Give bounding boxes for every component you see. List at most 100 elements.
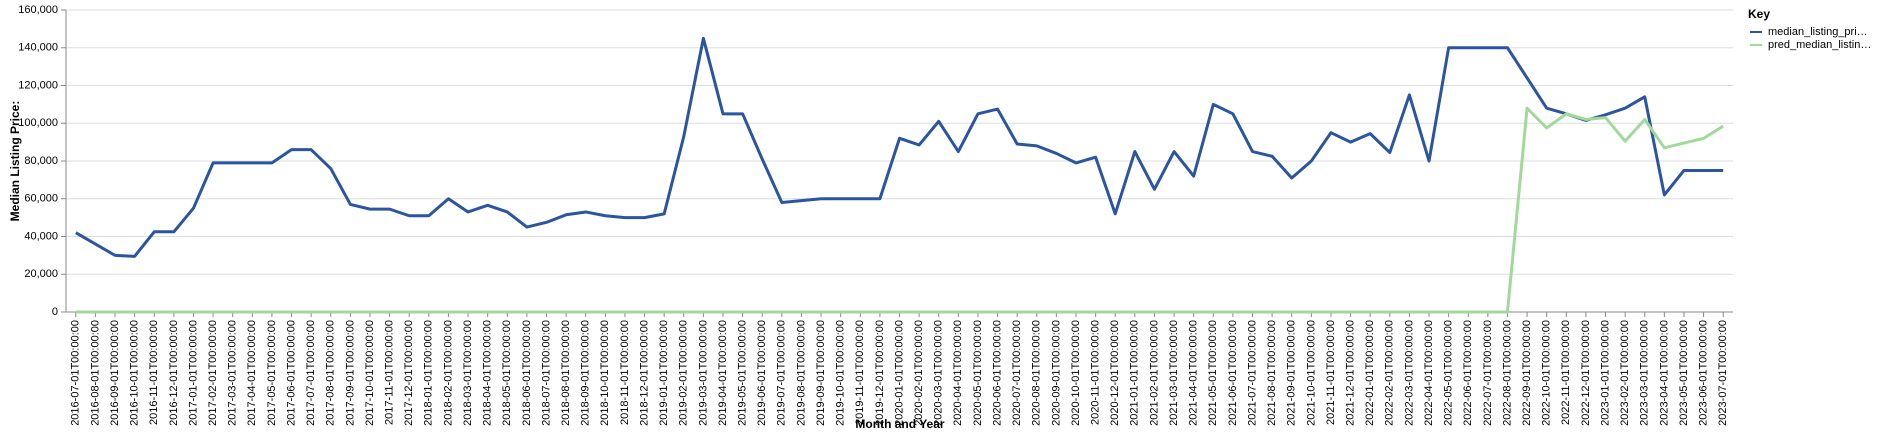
x-tick-label: 2020-02-01T00:00:00 — [913, 320, 925, 426]
x-tick-label: 2022-01-01T00:00:00 — [1364, 320, 1376, 426]
x-tick-label: 2022-10-01T00:00:00 — [1541, 320, 1553, 426]
x-tick-label: 2016-11-01T00:00:00 — [148, 320, 160, 425]
x-tick-label: 2021-03-01T00:00:00 — [1168, 320, 1180, 426]
x-tick-label: 2018-02-01T00:00:00 — [442, 320, 454, 426]
x-tick-label: 2021-12-01T00:00:00 — [1344, 320, 1356, 426]
x-tick-label: 2016-12-01T00:00:00 — [168, 320, 180, 426]
x-tick-label: 2019-12-01T00:00:00 — [874, 320, 886, 426]
x-tick-label: 2017-02-01T00:00:00 — [207, 320, 219, 426]
x-tick-label: 2020-06-01T00:00:00 — [991, 320, 1003, 426]
legend-label: median_listing_pri… — [1768, 26, 1868, 38]
legend-title: Key — [1748, 7, 1770, 21]
x-tick-label: 2020-11-01T00:00:00 — [1090, 320, 1102, 425]
x-tick-label: 2020-05-01T00:00:00 — [972, 320, 984, 426]
series-line — [75, 106, 1724, 314]
x-tick-label: 2018-03-01T00:00:00 — [462, 320, 474, 426]
x-tick-label: 2021-07-01T00:00:00 — [1246, 320, 1258, 426]
x-tick-label: 2016-10-01T00:00:00 — [129, 320, 141, 426]
x-tick-label: 2019-09-01T00:00:00 — [815, 320, 827, 426]
x-tick-label: 2019-08-01T00:00:00 — [795, 320, 807, 426]
x-tick-label: 2022-08-01T00:00:00 — [1501, 320, 1513, 426]
y-tick-label: 140,000 — [18, 42, 58, 54]
y-tick-label: 20,000 — [24, 268, 58, 280]
x-tick-label: 2021-04-01T00:00:00 — [1188, 320, 1200, 426]
x-tick-label: 2019-11-01T00:00:00 — [854, 320, 866, 425]
x-tick-label: 2017-11-01T00:00:00 — [384, 320, 396, 425]
x-tick-label: 2016-08-01T00:00:00 — [89, 320, 101, 426]
x-tick-label: 2019-06-01T00:00:00 — [756, 320, 768, 426]
x-tick-label: 2019-05-01T00:00:00 — [737, 320, 749, 426]
y-tick-label: 0 — [52, 306, 58, 318]
x-tick-label: 2017-03-01T00:00:00 — [227, 320, 239, 426]
x-tick-label: 2017-06-01T00:00:00 — [285, 320, 297, 426]
x-tick-label: 2018-07-01T00:00:00 — [540, 320, 552, 426]
x-tick-label: 2018-09-01T00:00:00 — [580, 320, 592, 426]
x-tick-label: 2019-03-01T00:00:00 — [697, 320, 709, 426]
x-tick-label: 2018-04-01T00:00:00 — [482, 320, 494, 426]
x-tick-label: 2023-04-01T00:00:00 — [1658, 320, 1670, 426]
y-axis-title: Median Listing Price: — [8, 101, 22, 222]
x-tick-label: 2017-01-01T00:00:00 — [187, 320, 199, 426]
x-tick-label: 2020-12-01T00:00:00 — [1109, 320, 1121, 426]
x-tick-label: 2017-08-01T00:00:00 — [325, 320, 337, 426]
x-tick-label: 2023-03-01T00:00:00 — [1639, 320, 1651, 426]
x-tick-label: 2016-09-01T00:00:00 — [109, 320, 121, 426]
x-tick-label: 2022-12-01T00:00:00 — [1580, 320, 1592, 426]
x-tick-label: 2021-11-01T00:00:00 — [1325, 320, 1337, 425]
x-tick-label: 2022-06-01T00:00:00 — [1462, 320, 1474, 426]
x-tick-label: 2021-10-01T00:00:00 — [1305, 320, 1317, 426]
x-tick-label: 2020-03-01T00:00:00 — [933, 320, 945, 426]
x-tick-label: 2021-01-01T00:00:00 — [1129, 320, 1141, 426]
x-tick-label: 2017-07-01T00:00:00 — [305, 320, 317, 426]
x-tick-label: 2021-08-01T00:00:00 — [1266, 320, 1278, 426]
x-tick-label: 2020-10-01T00:00:00 — [1070, 320, 1082, 426]
x-tick-label: 2019-04-01T00:00:00 — [717, 320, 729, 426]
x-tick-label: 2021-06-01T00:00:00 — [1227, 320, 1239, 426]
x-tick-label: 2017-12-01T00:00:00 — [403, 320, 415, 426]
x-tick-label: 2019-01-01T00:00:00 — [658, 320, 670, 426]
legend-label: pred_median_listin… — [1768, 39, 1871, 51]
x-tick-label: 2022-03-01T00:00:00 — [1403, 320, 1415, 426]
x-tick-label: 2018-12-01T00:00:00 — [638, 320, 650, 426]
y-tick-label: 100,000 — [18, 117, 58, 129]
x-tick-label: 2020-01-01T00:00:00 — [893, 320, 905, 426]
x-tick-label: 2018-01-01T00:00:00 — [423, 320, 435, 426]
y-tick-label: 60,000 — [24, 193, 58, 205]
x-tick-label: 2021-05-01T00:00:00 — [1207, 320, 1219, 426]
x-tick-label: 2019-07-01T00:00:00 — [776, 320, 788, 426]
x-tick-label: 2022-02-01T00:00:00 — [1384, 320, 1396, 426]
x-tick-label: 2018-08-01T00:00:00 — [560, 320, 572, 426]
x-tick-label: 2022-11-01T00:00:00 — [1560, 320, 1572, 425]
x-tick-label: 2017-10-01T00:00:00 — [364, 320, 376, 426]
x-tick-label: 2018-05-01T00:00:00 — [501, 320, 513, 426]
x-tick-label: 2021-02-01T00:00:00 — [1148, 320, 1160, 426]
x-tick-label: 2020-08-01T00:00:00 — [1031, 320, 1043, 426]
y-tick-label: 40,000 — [24, 230, 58, 242]
y-tick-label: 80,000 — [24, 155, 58, 167]
x-tick-label: 2017-05-01T00:00:00 — [266, 320, 278, 426]
x-tick-label: 2023-01-01T00:00:00 — [1599, 320, 1611, 426]
x-tick-label: 2020-09-01T00:00:00 — [1050, 320, 1062, 426]
x-tick-label: 2018-11-01T00:00:00 — [619, 320, 631, 425]
x-tick-label: 2022-05-01T00:00:00 — [1443, 320, 1455, 426]
x-tick-label: 2020-04-01T00:00:00 — [952, 320, 964, 426]
x-tick-label: 2022-09-01T00:00:00 — [1521, 320, 1533, 426]
x-tick-label: 2018-06-01T00:00:00 — [521, 320, 533, 426]
x-tick-label: 2019-02-01T00:00:00 — [678, 320, 690, 426]
x-axis-title: Month and Year — [855, 417, 944, 431]
y-tick-label: 160,000 — [18, 4, 58, 16]
x-tick-label: 2023-02-01T00:00:00 — [1619, 320, 1631, 426]
x-tick-label: 2016-07-01T00:00:00 — [70, 320, 82, 426]
series-line — [75, 36, 1724, 258]
x-tick-label: 2021-09-01T00:00:00 — [1286, 320, 1298, 426]
y-tick-label: 120,000 — [18, 79, 58, 91]
x-tick-label: 2017-09-01T00:00:00 — [344, 320, 356, 426]
x-tick-label: 2022-04-01T00:00:00 — [1423, 320, 1435, 426]
x-tick-label: 2022-07-01T00:00:00 — [1482, 320, 1494, 426]
x-tick-label: 2023-05-01T00:00:00 — [1678, 320, 1690, 426]
x-tick-label: 2023-06-01T00:00:00 — [1697, 320, 1709, 426]
x-tick-label: 2017-04-01T00:00:00 — [246, 320, 258, 426]
x-tick-label: 2018-10-01T00:00:00 — [599, 320, 611, 426]
x-tick-label: 2019-10-01T00:00:00 — [835, 320, 847, 426]
